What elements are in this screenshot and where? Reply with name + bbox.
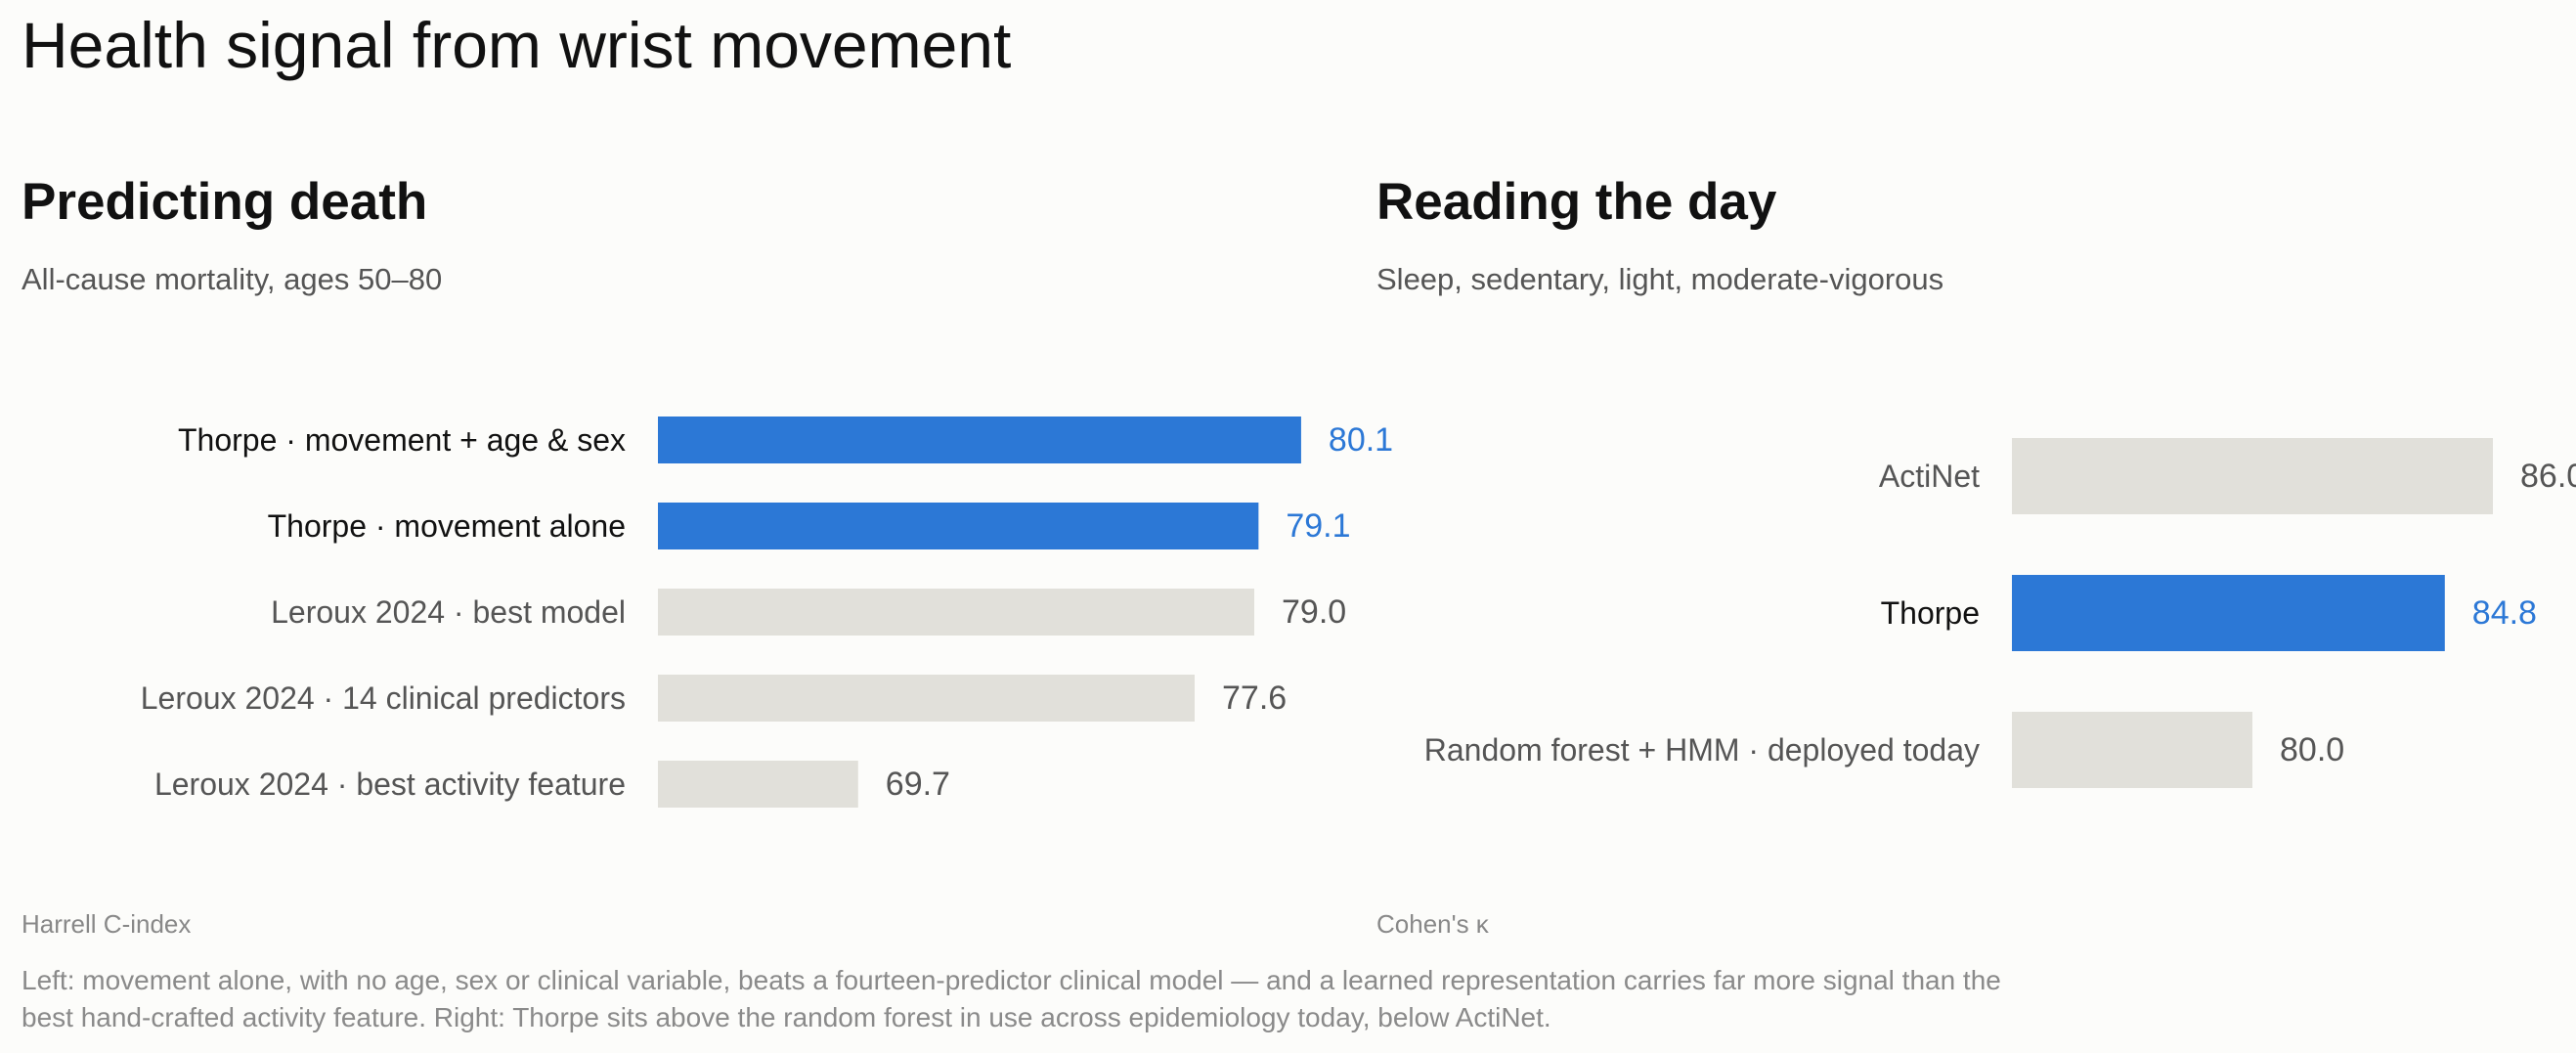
mortality-category-label: Thorpe · movement + age & sex (178, 422, 626, 458)
right-panel-title: Reading the day (1376, 173, 1777, 231)
activity-value-label: 80.0 (2280, 731, 2344, 768)
right-panel-subtitle: Sleep, sedentary, light, moderate-vigoro… (1376, 262, 1944, 296)
mortality-bar-chart: Thorpe · movement + age & sex 80.1 Thorpe … (141, 417, 1393, 808)
mortality-value-label: 79.1 (1286, 507, 1350, 545)
mortality-bar (658, 761, 858, 808)
mortality-category-label: Leroux 2024 · best model (271, 594, 626, 630)
right-axis-label: Cohen's κ (1376, 909, 1489, 939)
left-panel-subtitle: All-cause mortality, ages 50–80 (22, 262, 443, 296)
mortality-category-label: Leroux 2024 · 14 clinical predictors (141, 680, 626, 716)
activity-value-label: 86.0 (2520, 458, 2576, 495)
mortality-bar (658, 675, 1195, 722)
mortality-bar (658, 589, 1254, 636)
activity-bar (2012, 575, 2445, 651)
mortality-value-label: 77.6 (1222, 680, 1287, 717)
activity-category-label: ActiNet (1879, 459, 1980, 494)
activity-category-label: Random forest + HMM · deployed today (1424, 732, 1980, 768)
left-axis-label: Harrell C-index (22, 909, 192, 939)
mortality-category-label: Thorpe · movement alone (268, 508, 626, 544)
activity-bar (2012, 712, 2252, 788)
activity-value-label: 84.8 (2472, 594, 2537, 632)
mortality-value-label: 69.7 (886, 766, 950, 803)
activity-category-label: Thorpe (1881, 595, 1980, 631)
mortality-value-label: 79.0 (1282, 593, 1346, 631)
mortality-bar (658, 503, 1259, 549)
activity-bar-chart: ActiNet 86.0 Thorpe 84.8 Random forest + HMM… (1424, 438, 2576, 788)
mortality-bar (658, 417, 1301, 463)
activity-bar (2012, 438, 2493, 514)
mortality-category-label: Leroux 2024 · best activity feature (154, 767, 626, 802)
left-panel-title: Predicting death (22, 173, 428, 231)
figure-caption: Left: movement alone, with no age, sex o… (22, 965, 2001, 1032)
page-title: Health signal from wrist movement (22, 9, 1012, 81)
mortality-value-label: 80.1 (1329, 421, 1393, 459)
